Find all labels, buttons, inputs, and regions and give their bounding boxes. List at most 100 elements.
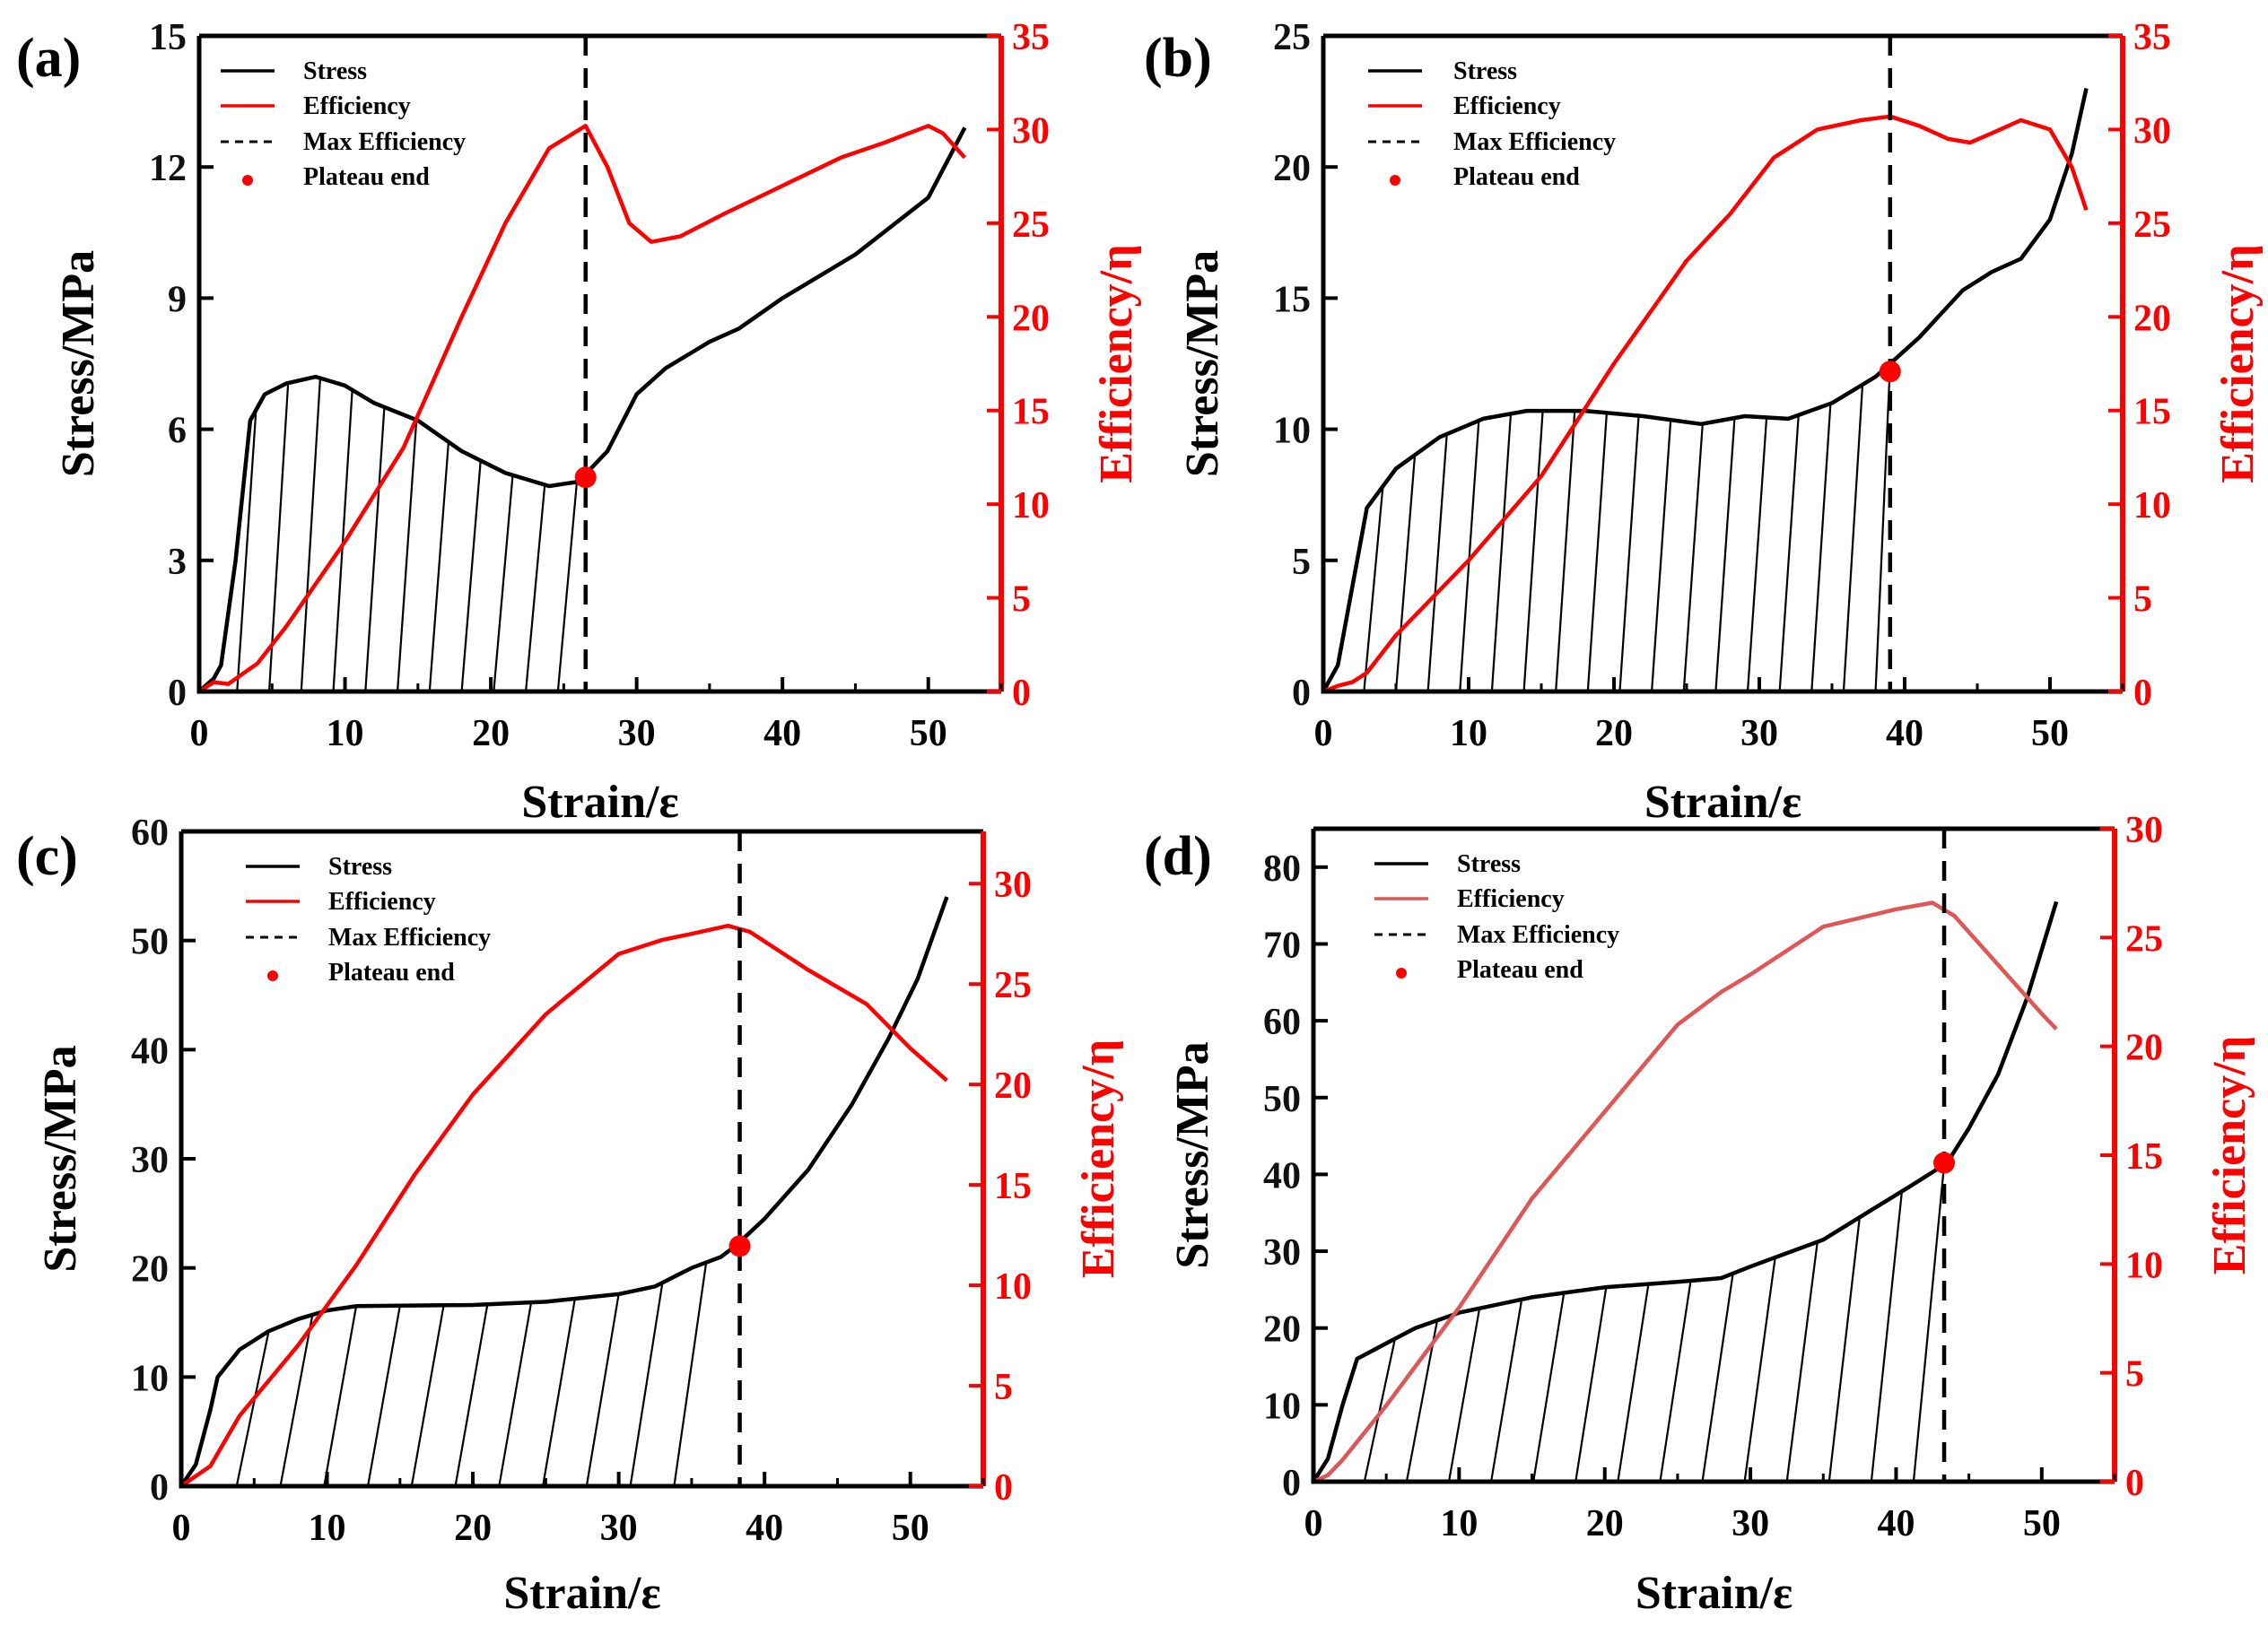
y2-tick-label: 15 — [994, 1166, 1032, 1207]
hatch-line — [366, 1305, 401, 1487]
efficiency-series-line — [179, 923, 948, 1488]
x-tick-label: 40 — [763, 713, 801, 754]
y2-axis-title: Efficiency/η — [1073, 1039, 1124, 1278]
y2-tick-label: 30 — [994, 865, 1032, 906]
y2-axis-title: Efficiency/η — [1091, 244, 1142, 483]
y2-tick-label: 0 — [2133, 673, 2152, 714]
hatch-line — [556, 482, 579, 692]
hatch-line — [1532, 1292, 1566, 1483]
y2-tick-label: 0 — [2125, 1463, 2144, 1504]
hatch-line — [1810, 403, 1832, 692]
hatch-line — [629, 1283, 664, 1487]
hatch-line — [1827, 1217, 1861, 1483]
hatch-line — [498, 1301, 533, 1487]
hatch-line — [323, 1306, 358, 1487]
y-tick-label: 6 — [168, 411, 187, 452]
plateau-end-point — [1933, 1152, 1956, 1174]
y-axis-title: Stress/MPa — [53, 250, 104, 477]
x-tick-label: 20 — [454, 1508, 492, 1549]
x-tick-label: 0 — [172, 1508, 191, 1549]
y2-tick-label: 15 — [1012, 392, 1050, 433]
legend-label: Stress — [328, 853, 392, 881]
x-tick-label: 30 — [1732, 1503, 1769, 1544]
hatch-line — [1617, 1283, 1650, 1483]
hatch-line — [267, 382, 290, 692]
efficiency-series-line — [1313, 900, 2058, 1484]
hatch-line — [542, 1298, 576, 1487]
hatch-line — [1555, 411, 1576, 692]
hatch-line — [1618, 415, 1640, 692]
x-tick-label: 50 — [892, 1508, 929, 1549]
x-tick-label: 40 — [746, 1508, 783, 1549]
y2-tick-label: 35 — [2133, 17, 2171, 58]
y2-tick-label: 5 — [1012, 579, 1031, 621]
y2-tick-label: 10 — [2133, 485, 2171, 526]
y-tick-label: 40 — [131, 1031, 169, 1072]
y-tick-label: 20 — [131, 1249, 169, 1291]
y-axis-title: Stress/MPa — [1177, 250, 1228, 477]
hatch-line — [428, 441, 450, 692]
hatch-line — [1447, 1308, 1481, 1483]
y-tick-label: 80 — [1263, 848, 1301, 890]
y-axis-title: Stress/MPa — [35, 1045, 86, 1272]
y2-tick-label: 15 — [2125, 1136, 2163, 1178]
efficiency-series-line — [1322, 114, 2089, 694]
hatch-line — [1522, 411, 1544, 692]
y2-tick-label: 20 — [994, 1066, 1032, 1107]
legend: Stress Efficiency Max Efficiency Plateau en… — [1374, 850, 1619, 984]
hatch-line — [1659, 1280, 1692, 1483]
stress-series-line — [1312, 900, 2059, 1483]
hatch-line — [235, 1331, 270, 1487]
y2-tick-label: 25 — [2125, 918, 2163, 960]
y-tick-label: 0 — [168, 673, 187, 714]
hatch-line — [1870, 1191, 1904, 1483]
y2-tick-label: 20 — [2125, 1028, 2163, 1069]
panel-label: (b) — [1144, 28, 1212, 89]
panel-d: (d) 0 10 20 30 40 50 0 10 20 30 40 50 60 70 80 0 5 10 15 20 2… — [1144, 810, 2255, 1619]
x-tick-label: 30 — [1740, 713, 1778, 754]
axes-frame — [1311, 826, 2115, 1484]
hatch-line — [1746, 417, 1768, 692]
y2-tick-label: 30 — [2133, 110, 2171, 152]
x-tick-label: 20 — [472, 713, 510, 754]
hatch-line — [585, 1293, 620, 1487]
legend-label: Plateau end — [1453, 163, 1580, 191]
y-tick-label: 12 — [149, 148, 187, 189]
y2-tick-label: 35 — [1012, 17, 1050, 58]
hatch-line — [1714, 417, 1736, 692]
y2-tick-label: 25 — [2133, 204, 2171, 246]
legend-label: Plateau end — [1457, 956, 1583, 984]
hatch-line — [1701, 1273, 1734, 1483]
stress-series-line — [197, 126, 967, 693]
y2-tick-label: 0 — [1012, 673, 1031, 714]
legend-label: Max Efficiency — [303, 128, 466, 156]
x-tick-label: 50 — [2031, 713, 2069, 754]
hatch-line — [396, 420, 418, 692]
legend-label: Max Efficiency — [328, 924, 491, 952]
hatch-line — [279, 1314, 314, 1487]
x-axis-title: Strain/ε — [521, 777, 678, 828]
y2-tick-label: 15 — [2133, 392, 2171, 433]
legend-label: Efficiency — [1453, 92, 1561, 120]
hatch-line — [1586, 413, 1608, 692]
hatch-line — [1575, 1287, 1608, 1483]
legend-label: Stress — [1457, 850, 1521, 878]
hatch-line — [1363, 486, 1384, 692]
legend-label: Stress — [1453, 57, 1517, 85]
legend: Stress Efficiency Max Efficiency Plateau en… — [246, 853, 491, 987]
y-tick-label: 30 — [1263, 1232, 1301, 1274]
hatch-line — [460, 460, 482, 692]
y2-tick-label: 10 — [1012, 485, 1050, 526]
panel-label: (a) — [16, 28, 81, 89]
stress-series-line — [179, 896, 949, 1488]
x-tick-label: 10 — [309, 1508, 346, 1549]
y-tick-label: 25 — [1273, 17, 1311, 58]
panel-label: (d) — [1144, 826, 1212, 887]
hatch-line — [1912, 1164, 1946, 1483]
panel-c: (c) 0 10 20 30 40 50 0 10 20 30 40 50 60 0 5 10 15 20 25 30 S… — [16, 813, 1124, 1619]
x-tick-label: 30 — [600, 1508, 638, 1549]
legend-label: Plateau end — [303, 163, 430, 191]
hatch-line — [1682, 423, 1704, 692]
y2-tick-label: 30 — [2125, 810, 2163, 851]
y-axis-title: Stress/MPa — [1167, 1041, 1218, 1268]
